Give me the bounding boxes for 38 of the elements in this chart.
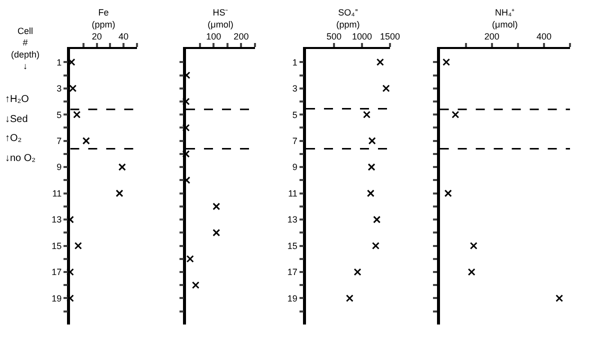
x-tick-label: 200 — [484, 31, 500, 42]
x-tick-label: 20 — [92, 31, 102, 42]
y-tick-label: 9 — [292, 162, 298, 172]
y-tick-label: 13 — [52, 214, 62, 225]
x-tick-label: 1500 — [380, 31, 400, 42]
y-tick-label: 5 — [56, 110, 62, 120]
x-axis-title: HS⁻ (μmol) — [208, 8, 234, 30]
y-tick-label: 5 — [292, 110, 298, 120]
x-tick-label: 400 — [536, 31, 552, 42]
y-tick-label: 19 — [287, 293, 298, 304]
x-tick-label: 500 — [326, 31, 342, 42]
y-tick-label: 7 — [292, 136, 298, 146]
text: ↓Sed — [5, 114, 28, 125]
x-tick-label: 40 — [118, 31, 128, 42]
y-tick-label: 17 — [52, 267, 62, 278]
y-tick-label: 15 — [52, 240, 62, 251]
x-tick-label: 1000 — [352, 31, 372, 42]
x-axis-title: SO₄⁼ (ppm) — [336, 8, 360, 30]
text: ↑O₂ — [5, 133, 22, 144]
y-tick-label: 3 — [56, 84, 62, 94]
x-axis-title: NH₄⁺ (μmol) — [492, 8, 518, 30]
y-tick-label: 9 — [56, 162, 62, 172]
x-tick-label: 100 — [206, 31, 222, 42]
y-tick-label: 7 — [56, 136, 62, 146]
y-tick-label: 15 — [287, 240, 298, 251]
y-tick-label: 19 — [52, 293, 62, 304]
y-tick-label: 13 — [287, 214, 298, 225]
y-tick-label: 1 — [56, 57, 62, 68]
y-tick-label: 1 — [292, 57, 298, 68]
y-tick-label: 3 — [292, 84, 298, 94]
y-tick-label: 17 — [287, 267, 298, 278]
x-axis-title: Fe (ppm) — [92, 8, 116, 30]
x-tick-label: 200 — [234, 31, 249, 42]
text: ↑H₂O — [5, 94, 30, 105]
y-tick-label: 11 — [52, 188, 62, 198]
text: ↓no O₂ — [5, 153, 36, 164]
y-tick-label: 11 — [288, 188, 298, 198]
y-axis-title: Cell # (depth) ↓ — [11, 26, 40, 72]
